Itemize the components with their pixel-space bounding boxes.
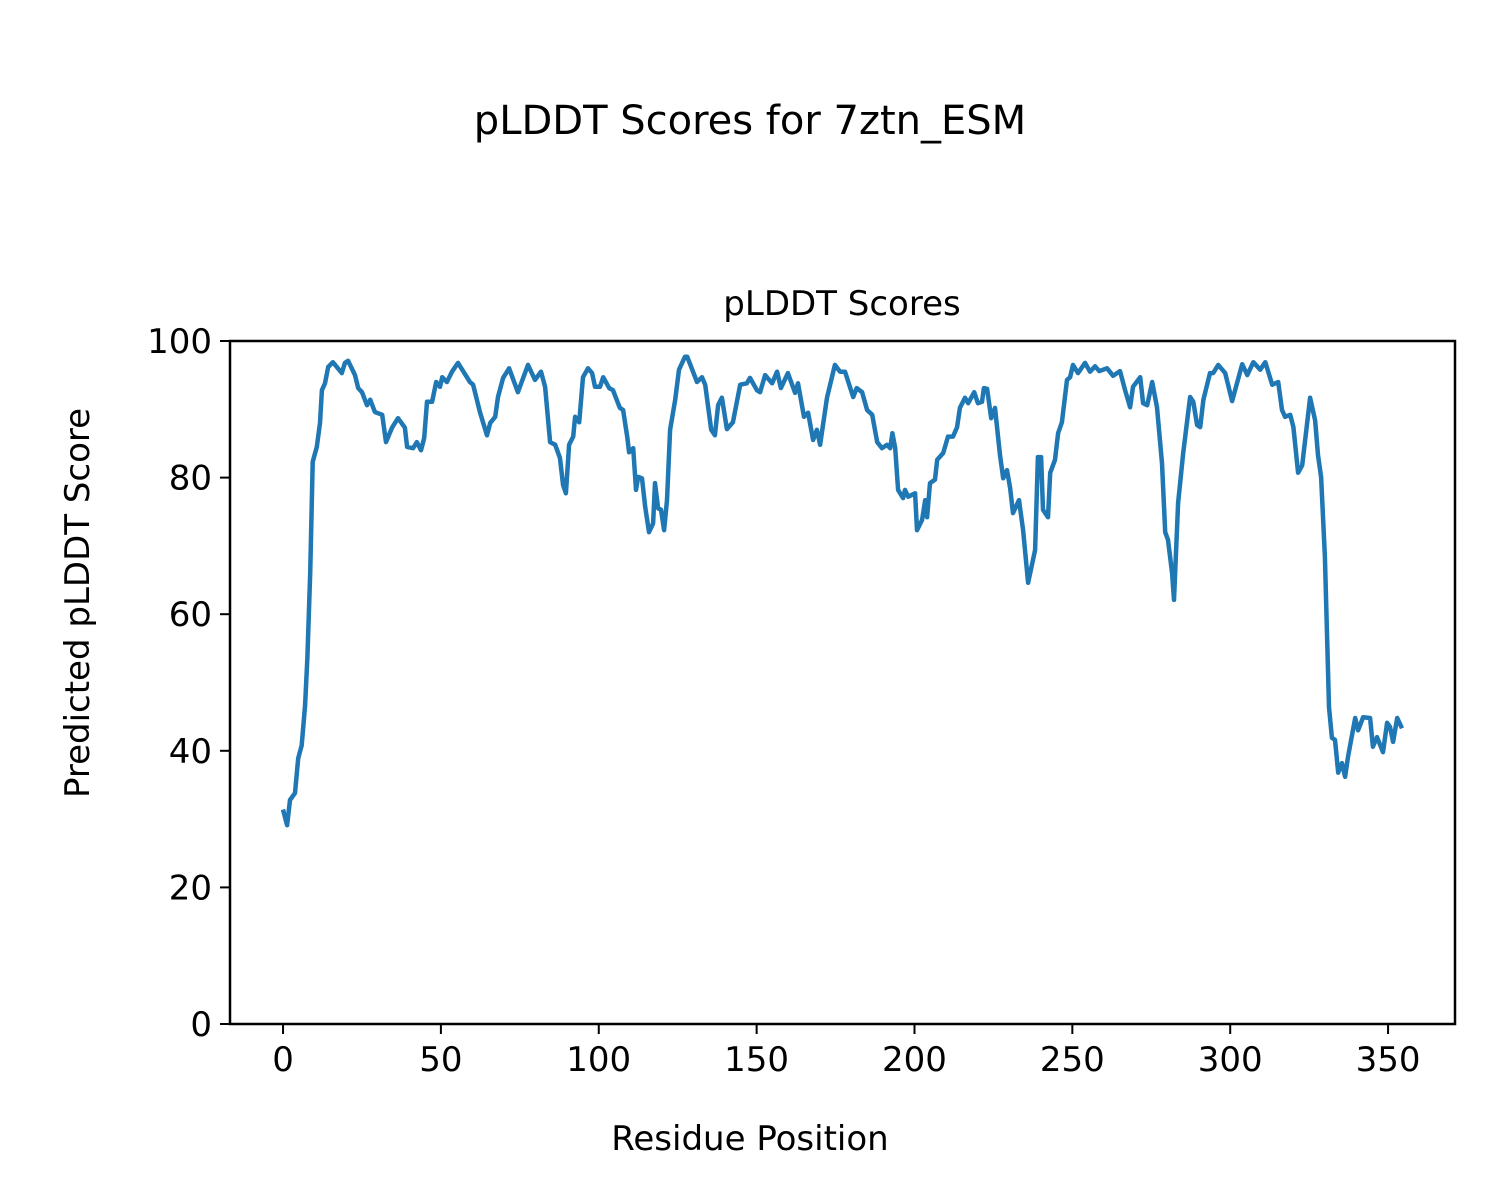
series-line-plddt [280, 354, 1405, 828]
x-axis: 0 50 100 150 200 250 300 350 [272, 1024, 1421, 1080]
x-tick-label: 0 [272, 1040, 294, 1080]
plot-area [280, 354, 1405, 828]
y-tick-label: 40 [169, 732, 212, 772]
y-tick-label: 80 [169, 459, 212, 499]
y-tick-label: 0 [190, 1005, 212, 1045]
y-axis: 0 20 40 60 80 100 [147, 322, 230, 1045]
y-axis-label: Predicted pLDDT Score [58, 408, 98, 798]
axes-frame [228, 339, 1457, 1026]
y-tick-label: 20 [169, 868, 212, 908]
x-tick-label: 200 [882, 1040, 947, 1080]
axes-title: pLDDT Scores [723, 284, 960, 324]
x-tick-label: 350 [1356, 1040, 1421, 1080]
x-tick-label: 150 [724, 1040, 789, 1080]
x-tick-label: 250 [1040, 1040, 1105, 1080]
y-tick-label: 100 [147, 322, 212, 362]
x-tick-label: 50 [419, 1040, 462, 1080]
x-axis-label: Residue Position [611, 1119, 888, 1159]
figure-title: pLDDT Scores for 7ztn_ESM [474, 98, 1026, 144]
y-tick-label: 60 [169, 595, 212, 635]
x-tick-label: 300 [1198, 1040, 1263, 1080]
x-tick-label: 100 [566, 1040, 631, 1080]
